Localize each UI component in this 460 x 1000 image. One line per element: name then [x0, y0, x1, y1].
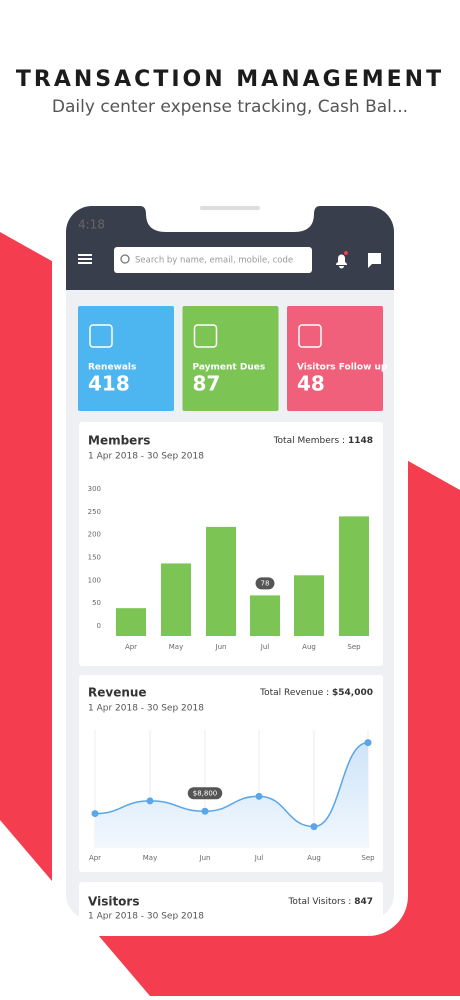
subtitle: Daily center expense tracking, Cash Bal.…: [52, 97, 408, 117]
notch: [138, 206, 322, 232]
x-tick-label: Jun: [215, 643, 227, 651]
status-time: 4:18: [78, 218, 105, 232]
card-label: Payment Dues: [193, 363, 266, 373]
x-tick-label: Sep: [361, 854, 375, 862]
badge: [344, 251, 348, 255]
y-tick-label: 150: [88, 554, 101, 562]
point: [91, 810, 99, 818]
visitors-card: [79, 882, 383, 920]
bar: [116, 608, 146, 636]
card-total: Total Members : 1148: [273, 436, 373, 446]
stat-card: [287, 306, 383, 411]
y-tick-label: 300: [88, 485, 101, 493]
bar: [294, 575, 324, 636]
point: [255, 792, 263, 800]
x-tick-label: May: [143, 854, 157, 862]
stat-card: [182, 306, 279, 411]
total-label: Total Revenue :: [259, 688, 329, 698]
tooltip: [255, 577, 275, 590]
search-placeholder: Search by name, email, mobile, code: [135, 256, 293, 266]
x-tick-label: May: [169, 643, 183, 651]
x-tick-label: Apr: [89, 854, 101, 862]
phone-screen: 4:18 Search by name, email, mobile, code…: [66, 206, 394, 922]
tooltip-text: 78: [261, 579, 270, 587]
card-icon: [193, 324, 218, 348]
card-total: Total Visitors : 847: [287, 897, 373, 907]
y-tick-label: 200: [88, 531, 101, 539]
card-icon: [298, 324, 322, 348]
card-dates: 1 Apr 2018 - 30 Sep 2018: [88, 452, 204, 462]
card-total: Total Revenue : $54,000: [259, 688, 373, 698]
card-dates: 1 Apr 2018 - 30 Sep 2018: [88, 912, 204, 922]
card-dates: 1 Apr 2018 - 30 Sep 2018: [88, 704, 204, 714]
bar: [339, 516, 369, 636]
total-value: 1148: [348, 436, 373, 446]
card-title: Members: [88, 434, 150, 448]
title: TRANSACTION MANAGEMENT: [16, 67, 444, 92]
x-tick-label: Jul: [260, 643, 270, 651]
card-title: Visitors: [88, 895, 140, 909]
total-value: $54,000: [332, 688, 373, 698]
x-tick-label: Jun: [199, 854, 211, 862]
x-tick-label: Jul: [254, 854, 264, 862]
card-title: Revenue: [88, 686, 147, 700]
point: [364, 739, 372, 747]
total-label: Total Visitors :: [287, 897, 351, 907]
total-label: Total Members :: [273, 436, 345, 446]
card-label: Visitors Follow up: [297, 363, 388, 373]
bar: [161, 563, 191, 636]
search-icon: [120, 254, 130, 264]
point: [201, 807, 209, 815]
card-label: Renewals: [88, 363, 136, 373]
total-value: 847: [354, 897, 373, 907]
bell-icon[interactable]: [336, 254, 347, 269]
x-tick-label: Sep: [347, 643, 361, 651]
speaker: [200, 206, 260, 210]
bar: [250, 595, 280, 636]
y-tick-label: 0: [97, 622, 101, 630]
x-tick-label: Aug: [302, 643, 316, 651]
tooltip-text: $8,800: [193, 789, 218, 797]
point: [146, 797, 154, 805]
y-tick-label: 250: [88, 508, 101, 516]
bar: [206, 526, 236, 636]
card-value: 48: [297, 372, 325, 396]
menu-icon[interactable]: [78, 254, 92, 264]
x-tick-label: Apr: [125, 643, 137, 651]
card-value: 418: [88, 372, 130, 396]
y-tick-label: 100: [88, 576, 101, 584]
tooltip: [187, 787, 223, 800]
area: [95, 742, 368, 848]
x-tick-label: Aug: [307, 854, 321, 862]
card-value: 87: [193, 372, 221, 396]
search-box[interactable]: [114, 247, 312, 273]
y-tick-label: 50: [92, 599, 101, 607]
message-icon[interactable]: [368, 253, 381, 268]
stat-card: [78, 306, 174, 411]
card-icon: [89, 324, 113, 348]
point: [310, 823, 318, 831]
